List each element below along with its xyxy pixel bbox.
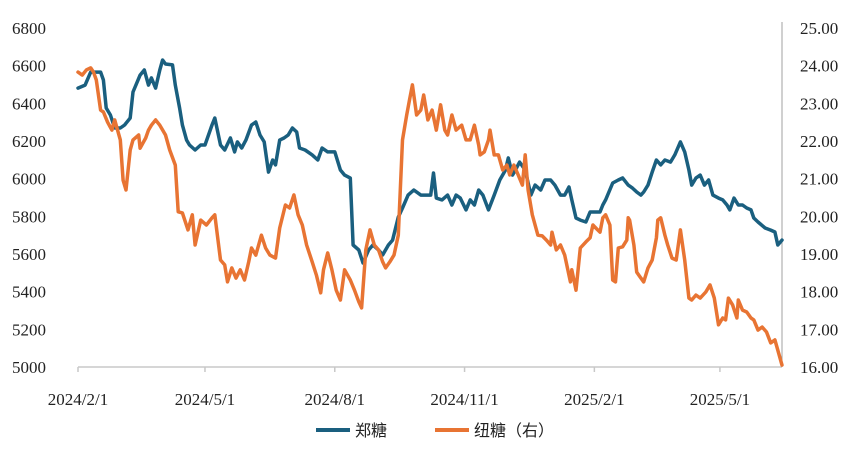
y-right-tick-label: 24.00 bbox=[800, 57, 838, 76]
x-tick-label: 2024/8/1 bbox=[305, 390, 365, 409]
y-left-tick-label: 6800 bbox=[12, 19, 46, 38]
legend-label: 纽糖（右） bbox=[474, 421, 554, 440]
legend-item-newyork-sugar[interactable]: 纽糖（右） bbox=[435, 421, 554, 440]
series-line-zhengtang bbox=[76, 58, 784, 265]
y-right-tick-label: 16.00 bbox=[800, 358, 838, 377]
x-tick-label: 2024/11/1 bbox=[430, 390, 498, 409]
y-left-tick-label: 5400 bbox=[12, 283, 46, 302]
y-left-tick-label: 6200 bbox=[12, 132, 46, 151]
y-left-tick-label: 6000 bbox=[12, 170, 46, 189]
y-right-tick-label: 20.00 bbox=[800, 207, 838, 226]
y-right-tick-label: 25.00 bbox=[800, 19, 838, 38]
legend: 郑糖 纽糖（右） bbox=[316, 421, 554, 440]
x-tick-label: 2024/5/1 bbox=[175, 390, 235, 409]
y-right-tick-label: 18.00 bbox=[800, 283, 838, 302]
y-left-tick-label: 5600 bbox=[12, 245, 46, 264]
y-left-tick-label: 6600 bbox=[12, 57, 46, 76]
legend-item-zhengtang[interactable]: 郑糖 bbox=[316, 421, 387, 440]
x-tick-label: 2025/5/1 bbox=[690, 390, 750, 409]
legend-label: 郑糖 bbox=[355, 421, 387, 440]
y-left-tick-label: 6400 bbox=[12, 94, 46, 113]
y-right-tick-label: 19.00 bbox=[800, 245, 838, 264]
y-right-tick-label: 21.00 bbox=[800, 170, 838, 189]
series-line-newyork-sugar bbox=[76, 66, 784, 367]
y-left-tick-label: 5200 bbox=[12, 320, 46, 339]
y-right-tick-label: 22.00 bbox=[800, 132, 838, 151]
y-left-tick-label: 5800 bbox=[12, 207, 46, 226]
y-right-tick-label: 17.00 bbox=[800, 320, 838, 339]
x-tick-label: 2024/2/1 bbox=[48, 390, 108, 409]
y-left-tick-label: 5000 bbox=[12, 358, 46, 377]
y-right-tick-label: 23.00 bbox=[800, 94, 838, 113]
x-tick-label: 2025/2/1 bbox=[564, 390, 624, 409]
